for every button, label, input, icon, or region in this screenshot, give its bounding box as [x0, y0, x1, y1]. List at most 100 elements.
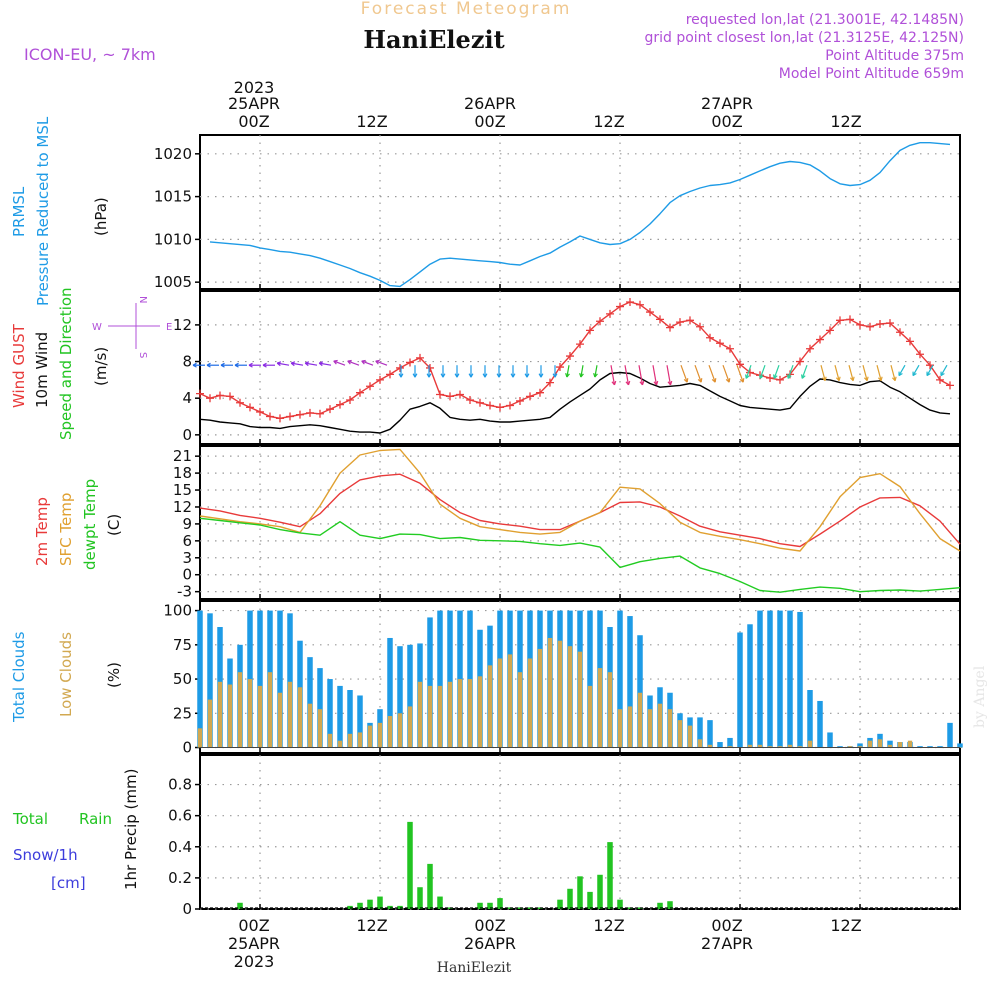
- low-clouds-bar: [467, 679, 473, 748]
- gust-marker: [586, 326, 594, 335]
- total-clouds-bar: [937, 746, 943, 748]
- top-tick-label-4: 12Z: [593, 112, 624, 131]
- gust-marker: [486, 401, 494, 410]
- gust-marker: [706, 333, 714, 342]
- low-clouds-bar: [887, 744, 893, 748]
- gust-marker: [576, 340, 584, 349]
- rain-bar: [417, 887, 423, 909]
- bottom-day-label-1: 25APR: [228, 934, 280, 953]
- model-label: ICON-EU, ~ 7km: [24, 45, 156, 64]
- total-clouds-bar: [427, 617, 433, 748]
- temperature-ytick-label-8: 18: [173, 464, 192, 482]
- gust-marker: [686, 316, 694, 325]
- gust-marker: [386, 370, 394, 379]
- total-clouds-bar: [617, 610, 623, 748]
- wind-arrow: [610, 365, 616, 386]
- bottom-tick-label-5: 00Z: [711, 916, 742, 935]
- low-clouds-bar: [807, 740, 813, 748]
- gust-marker: [846, 315, 854, 324]
- requested-coords: requested lon,lat (21.3001E, 42.1485N): [686, 12, 964, 28]
- wind-arrow-head: [468, 373, 474, 378]
- pressure-ytick-label-1: 1005: [154, 273, 192, 291]
- total-clouds-bar: [737, 632, 743, 748]
- wind-arrow-head: [801, 374, 806, 379]
- low-clouds-bar: [707, 744, 713, 748]
- gust-marker: [336, 400, 344, 409]
- wind-arrow-head: [538, 373, 544, 378]
- low-clouds-bar: [537, 648, 543, 748]
- wind-arrow-head: [440, 373, 446, 378]
- wind-arrow: [319, 362, 332, 366]
- low-clouds-bar: [427, 685, 433, 748]
- precipitation-ytick-label-3: 0.4: [168, 838, 192, 856]
- top-tick-label-2: 12Z: [356, 112, 387, 131]
- low-clouds-bar: [897, 742, 903, 748]
- gust-marker: [696, 322, 704, 331]
- wind-arrow: [347, 360, 360, 366]
- gust-marker: [326, 405, 334, 414]
- low-clouds-bar: [267, 672, 273, 748]
- wind-arrow-head: [625, 380, 631, 386]
- gust-marker: [366, 382, 374, 391]
- wind-panel: 0 4 8 12: [173, 290, 961, 445]
- low-clouds-bar: [207, 699, 213, 748]
- wind-arrow: [898, 364, 906, 376]
- low-clouds-bar: [667, 709, 673, 748]
- sfc-temp-line: [199, 448, 961, 552]
- low-clouds-bar: [797, 746, 803, 748]
- total-clouds-bar: [767, 610, 773, 748]
- wind-ytick-label-4: 12: [173, 316, 192, 334]
- low-clouds-bar: [547, 637, 553, 748]
- top-tick-label-5: 00Z: [711, 112, 742, 131]
- closest-coords: grid point closest lon,lat (21.3125E, 42…: [644, 30, 964, 46]
- total-clouds-label: Total Clouds: [10, 631, 28, 723]
- wind-frame: [199, 290, 961, 445]
- top-time-axis: 2023 25APR 26APR 27APR 00Z 12Z 00Z 12Z 0…: [228, 78, 862, 131]
- gust-marker: [406, 358, 414, 367]
- wind-arrow-head: [318, 361, 324, 367]
- snow-unit-label: [cm]: [51, 874, 86, 892]
- total-clouds-bar: [707, 720, 713, 748]
- clouds-unit: (%): [105, 662, 123, 688]
- wind-arrow-head: [667, 380, 673, 386]
- rain-bar: [367, 899, 373, 909]
- total-clouds-bar: [727, 737, 733, 748]
- temperature-ytick-label-9: 21: [173, 447, 192, 465]
- dewpt-label: dewpt Temp: [81, 479, 99, 570]
- low-clouds-bar: [787, 744, 793, 748]
- gust-marker: [376, 375, 384, 384]
- gust-marker: [646, 308, 654, 317]
- rain-bar: [557, 899, 563, 909]
- low-clouds-bar: [757, 744, 763, 748]
- gust-marker: [306, 408, 314, 417]
- wind-direction-arrows: [192, 359, 948, 386]
- gust-marker: [196, 389, 204, 398]
- low-clouds-bar: [507, 654, 513, 748]
- low-clouds-bar: [687, 725, 693, 748]
- location-title: HaniElezit: [363, 25, 504, 54]
- wind-arrow-head: [773, 374, 778, 379]
- gust-marker: [256, 407, 264, 416]
- low-clouds-bar: [857, 746, 863, 748]
- gust-marker: [826, 326, 834, 335]
- rain-bar: [437, 896, 443, 909]
- low-clouds-bar: [747, 744, 753, 748]
- wind-arrow-head: [683, 378, 689, 383]
- model-altitude: Model Point Altitude 659m: [779, 66, 964, 82]
- temperature-ytick-label-7: 15: [173, 481, 192, 499]
- low-clouds-bar: [327, 733, 333, 748]
- wind-arrow-head: [276, 361, 282, 367]
- top-day-label-3: 27APR: [701, 94, 753, 113]
- wind-arrow-head: [426, 373, 432, 378]
- wind-arrow-head: [593, 373, 598, 378]
- total-clouds-bar: [327, 679, 333, 748]
- total-clouds-bar: [887, 740, 893, 748]
- sfc-temp-label: SFC Temp: [57, 493, 75, 566]
- low-clouds-bar: [477, 676, 483, 748]
- low-clouds-bar: [227, 684, 233, 748]
- rain-bar: [607, 842, 613, 909]
- wind-arrow: [926, 364, 934, 376]
- low-clouds-bar: [307, 703, 313, 748]
- low-clouds-bar: [877, 739, 883, 748]
